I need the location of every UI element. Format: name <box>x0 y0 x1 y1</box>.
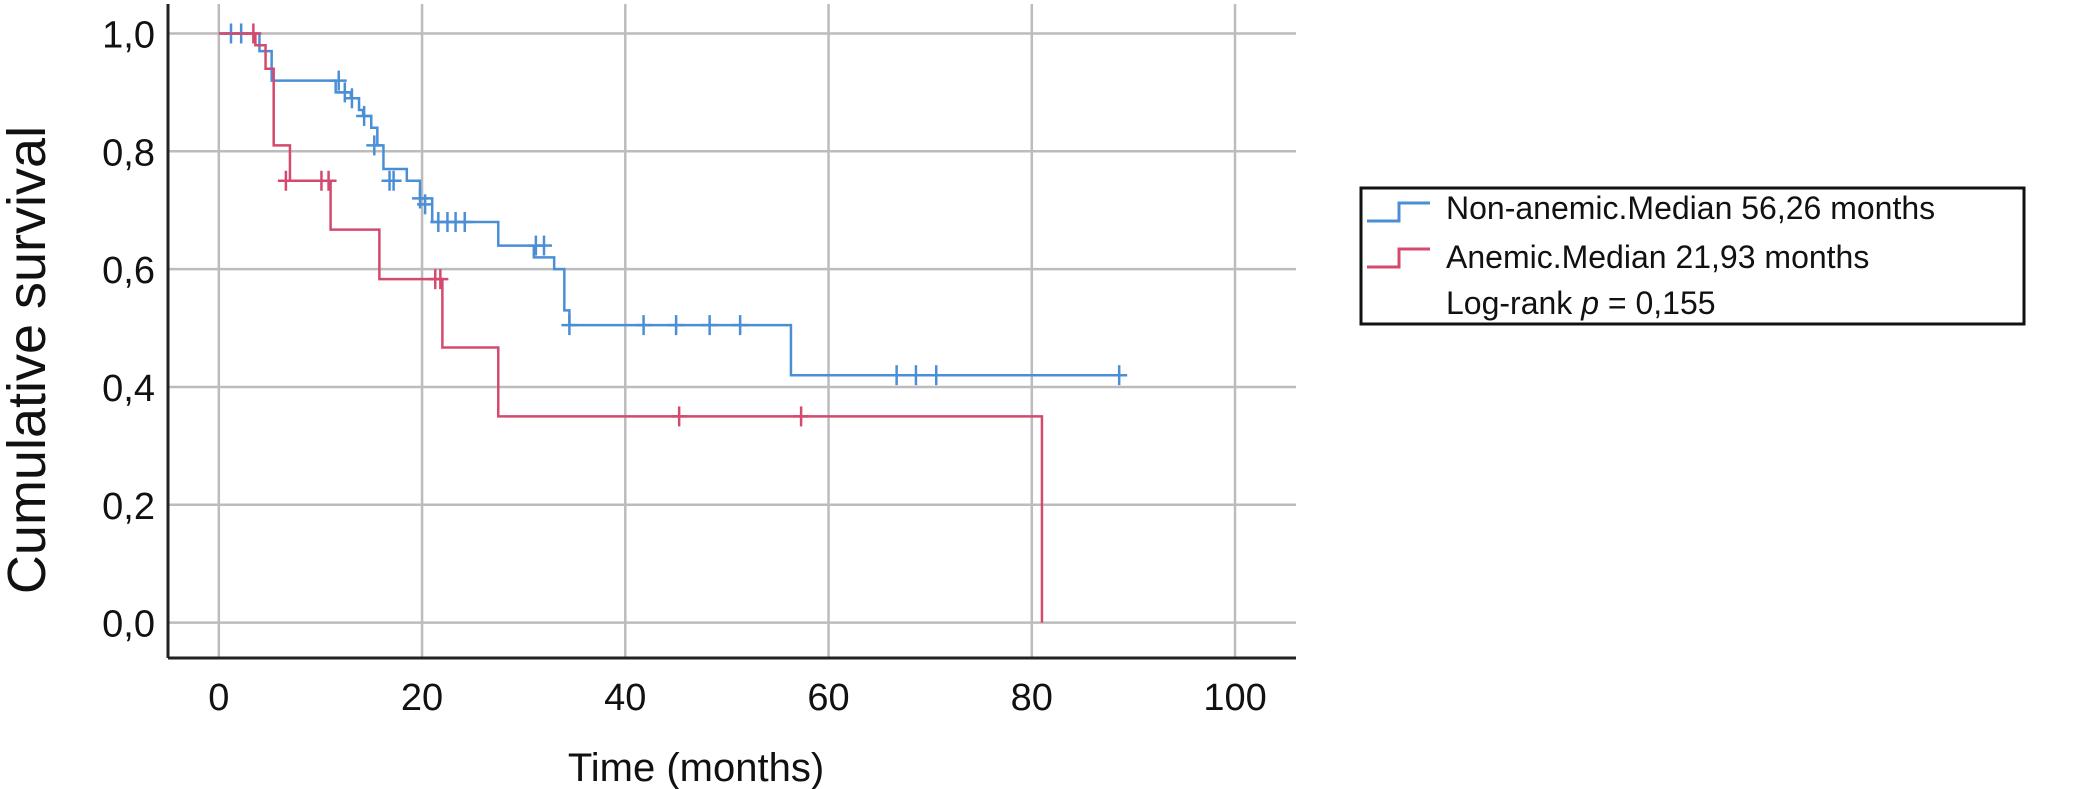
gridlines <box>168 4 1296 658</box>
legend-label-non-anemic: Non-anemic.Median 56,26 months <box>1446 190 1935 226</box>
censor-mark-anemic <box>320 170 337 191</box>
legend-label-anemic: Anemic.Median 21,93 months <box>1446 239 1869 275</box>
censor-mark-anemic <box>793 406 810 427</box>
log-rank-p: p <box>1580 285 1599 321</box>
x-axis-title: Time (months) <box>568 746 824 789</box>
y-axis-title: Cumulative survival <box>0 126 57 594</box>
censor-mark-non-anemic <box>635 315 652 336</box>
censor-mark-non-anemic <box>1111 365 1128 386</box>
censor-mark-non-anemic <box>343 88 360 109</box>
log-rank-annotation: Log-rank p = 0,155 <box>1446 285 1716 321</box>
x-tick-label: 100 <box>1203 677 1266 719</box>
legend-swatch-anemic <box>1367 247 1430 269</box>
legend-swatch-non-anemic <box>1367 201 1430 223</box>
censor-mark-non-anemic <box>732 315 749 336</box>
censor-mark-non-anemic <box>888 365 905 386</box>
censor-mark-non-anemic <box>907 365 924 386</box>
y-tick-label: 1,0 <box>102 14 155 56</box>
y-tick-labels: 0,0 0,2 0,4 0,6 0,8 1,0 <box>102 14 155 645</box>
censor-mark-non-anemic <box>330 70 347 91</box>
y-tick-label: 0,4 <box>102 368 155 410</box>
y-tick-label: 0,6 <box>102 250 155 292</box>
x-tick-label: 60 <box>807 677 849 719</box>
censor-mark-anemic <box>432 269 449 290</box>
censor-mark-non-anemic <box>928 365 945 386</box>
survival-curve-anemic <box>218 32 1044 623</box>
censor-mark-anemic <box>671 406 688 427</box>
log-rank-value: = 0,155 <box>1599 285 1716 321</box>
censor-mark-non-anemic <box>701 315 718 336</box>
censor-mark-non-anemic <box>536 235 552 256</box>
x-tick-label: 0 <box>208 677 229 719</box>
x-tick-label: 40 <box>604 677 646 719</box>
censor-mark-anemic <box>245 23 262 44</box>
x-tick-label: 20 <box>401 677 443 719</box>
log-rank-prefix: Log-rank <box>1446 285 1581 321</box>
censor-mark-non-anemic <box>385 170 402 191</box>
censor-mark-non-anemic <box>366 135 383 156</box>
censor-mark-non-anemic <box>668 315 685 336</box>
censor-mark-non-anemic <box>456 212 473 232</box>
censor-mark-non-anemic <box>356 105 373 126</box>
y-tick-label: 0,8 <box>102 132 155 174</box>
censor-mark-non-anemic <box>561 315 578 336</box>
x-tick-label: 80 <box>1011 677 1053 719</box>
censor-mark-non-anemic <box>417 194 434 215</box>
legend-box <box>1359 186 2026 326</box>
y-tick-label: 0,0 <box>102 604 155 646</box>
axes <box>166 4 1296 660</box>
x-tick-labels: 0 20 40 60 80 100 <box>208 677 1266 719</box>
censor-mark-anemic <box>277 170 294 191</box>
legend: Non-anemic.Median 56,26 months Anemic.Me… <box>1359 186 2026 326</box>
y-tick-label: 0,2 <box>102 486 155 528</box>
series-layer <box>218 23 1128 623</box>
